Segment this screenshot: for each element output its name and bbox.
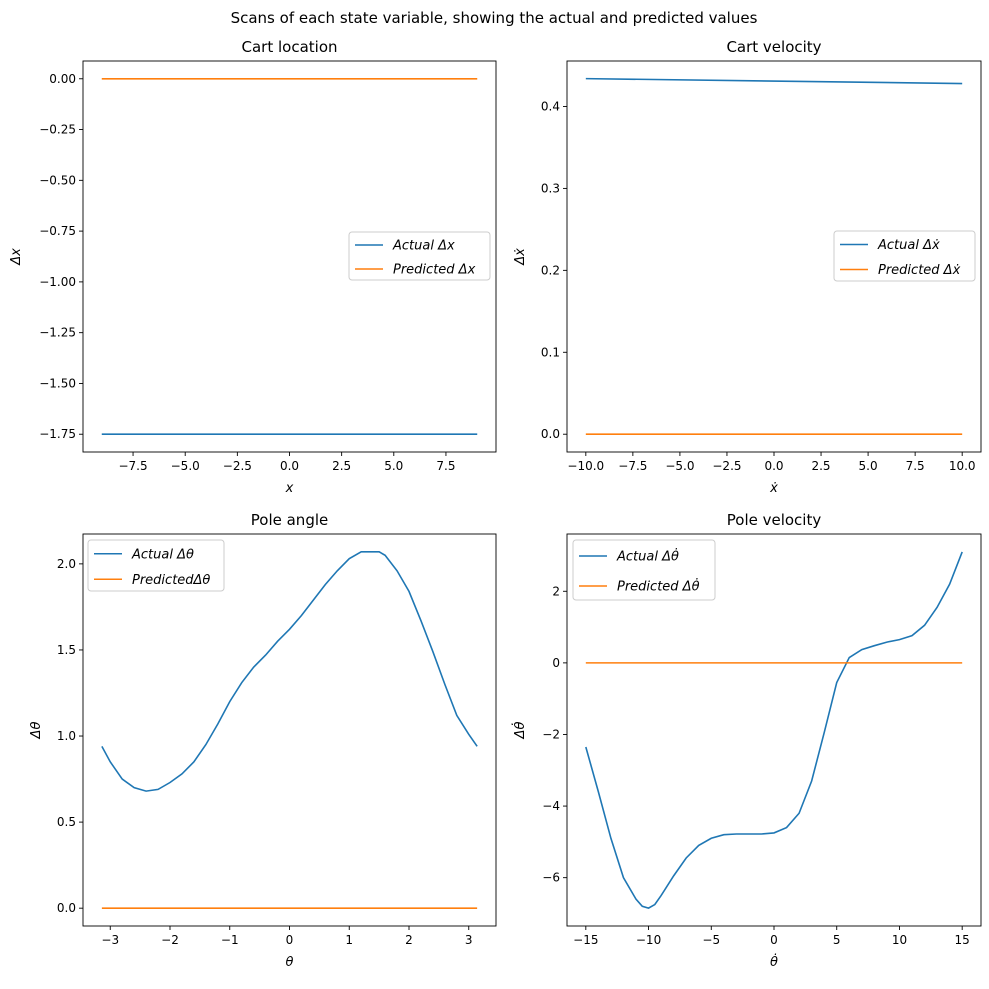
x-tick-label: 2: [405, 933, 413, 947]
chart-title: Pole angle: [251, 511, 328, 529]
x-tick-label: −2.5: [223, 459, 252, 473]
x-tick-label: −2.5: [712, 459, 741, 473]
chart-title: Pole velocity: [727, 511, 822, 529]
legend-label: Actual Δθ̇: [616, 548, 679, 564]
y-tick-label: 0.1: [541, 345, 560, 359]
x-tick-label: −5: [702, 933, 720, 947]
x-tick-label: 1: [345, 933, 353, 947]
y-tick-label: 0.4: [541, 99, 560, 113]
x-tick-label: −15: [573, 933, 598, 947]
y-tick-label: 0: [552, 656, 560, 670]
x-tick-label: 5.0: [384, 459, 403, 473]
y-axis-label: Δθ̇: [512, 722, 528, 740]
x-tick-label: 5: [833, 933, 841, 947]
x-tick-label: 10.0: [949, 459, 976, 473]
legend-label: Predicted Δx: [393, 263, 476, 278]
y-tick-label: 0.2: [541, 263, 560, 277]
legend: Actual Δθ̇ Predicted Δθ̇: [572, 539, 716, 601]
y-tick-label: 2.0: [57, 557, 76, 571]
legend-label: Actual Δẋ: [877, 238, 940, 253]
chart-panel-1: Cart location −7.5 −5.0 −2.5 0.0 2.5 5.0 7.5 0.0…: [9, 38, 497, 496]
x-tick-label: −2: [161, 933, 179, 947]
legend-box: [833, 230, 976, 282]
chart-panel-2: Cart velocity −10.0 −7.5 −5.0 −2.5 0.0 2.5 5.0 7…: [513, 38, 982, 496]
chart-title: Cart velocity: [726, 38, 821, 56]
y-tick-label: −2: [542, 727, 560, 741]
x-axis-label: θ̇: [770, 954, 778, 970]
x-tick-label: −10.0: [567, 459, 604, 473]
x-tick-label: 0: [286, 933, 294, 947]
y-tick-label: 0.3: [541, 181, 560, 195]
x-tick-label: −7.5: [618, 459, 647, 473]
y-tick-label: 0.00: [49, 72, 76, 86]
y-axis-label: Δθ: [29, 722, 44, 740]
y-tick-label: −1.50: [39, 376, 76, 390]
x-tick-label: 15: [955, 933, 970, 947]
x-axis-label: x: [285, 481, 294, 496]
y-axis-label: Δx: [9, 248, 24, 266]
actual-series-line: [585, 77, 963, 85]
x-tick-label: −1: [221, 933, 239, 947]
x-tick-label: −7.5: [118, 459, 147, 473]
legend-box: [572, 539, 716, 601]
x-tick-label: 0: [770, 933, 778, 947]
x-tick-label: −3: [101, 933, 119, 947]
y-tick-label: −1.75: [39, 427, 76, 441]
y-tick-label: −0.75: [39, 224, 76, 238]
x-axis-label: ẋ: [769, 481, 778, 496]
x-tick-label: 0.0: [764, 459, 783, 473]
x-tick-label: 7.5: [906, 459, 925, 473]
figure-suptitle: Scans of each state variable, showing th…: [231, 9, 758, 27]
y-tick-label: 0.5: [57, 815, 76, 829]
x-axis-label: θ: [286, 955, 294, 970]
chart-title: Cart location: [242, 38, 338, 56]
x-tick-label: 0.0: [280, 459, 299, 473]
legend-box: [348, 231, 491, 281]
y-tick-label: −1.00: [39, 275, 76, 289]
y-tick-label: 0.0: [57, 901, 76, 915]
y-tick-label: −0.25: [39, 123, 76, 137]
legend-label: Predicted Δẋ: [878, 263, 961, 278]
chart-panel-4: Pole velocity −15 −10 −5 0 5 10 15 −6 −4 −2 0 2 θ̇ Δθ̇…: [512, 511, 982, 970]
y-tick-label: 2: [552, 584, 560, 598]
actual-series-line: [585, 551, 963, 909]
x-tick-label: −10: [636, 933, 661, 947]
legend: Actual Δx Predicted Δx: [348, 231, 491, 281]
legend-label: PredictedΔθ: [132, 573, 210, 588]
y-tick-label: 0.0: [541, 427, 560, 441]
y-tick-label: 1.0: [57, 729, 76, 743]
legend: Actual Δθ PredictedΔθ: [87, 539, 225, 592]
x-tick-label: 2.5: [332, 459, 351, 473]
y-tick-label: −0.50: [39, 173, 76, 187]
chart-panel-3: Pole angle −3 −2 −1 0 1 2 3 0.0 0.5 1.0 1.5 2.0 θ Δθ Ac…: [29, 511, 497, 970]
y-tick-label: −4: [542, 799, 560, 813]
x-tick-label: −5.0: [171, 459, 200, 473]
x-tick-label: 3: [465, 933, 473, 947]
x-tick-label: −5.0: [665, 459, 694, 473]
axes-frame: [82, 533, 497, 927]
x-tick-label: 7.5: [436, 459, 455, 473]
y-tick-label: −1.25: [39, 326, 76, 340]
actual-series-line: [101, 551, 478, 792]
x-tick-label: 2.5: [811, 459, 830, 473]
y-tick-label: 1.5: [57, 643, 76, 657]
legend: Actual Δẋ Predicted Δẋ: [833, 230, 976, 282]
y-axis-label: Δẋ: [513, 248, 528, 266]
x-tick-label: 5.0: [859, 459, 878, 473]
x-tick-label: 10: [892, 933, 907, 947]
legend-label: Predicted Δθ̇: [617, 578, 700, 594]
legend-label: Actual Δθ: [131, 547, 194, 562]
y-tick-label: −6: [542, 871, 560, 885]
legend-label: Actual Δx: [392, 239, 455, 254]
legend-box: [87, 539, 225, 592]
